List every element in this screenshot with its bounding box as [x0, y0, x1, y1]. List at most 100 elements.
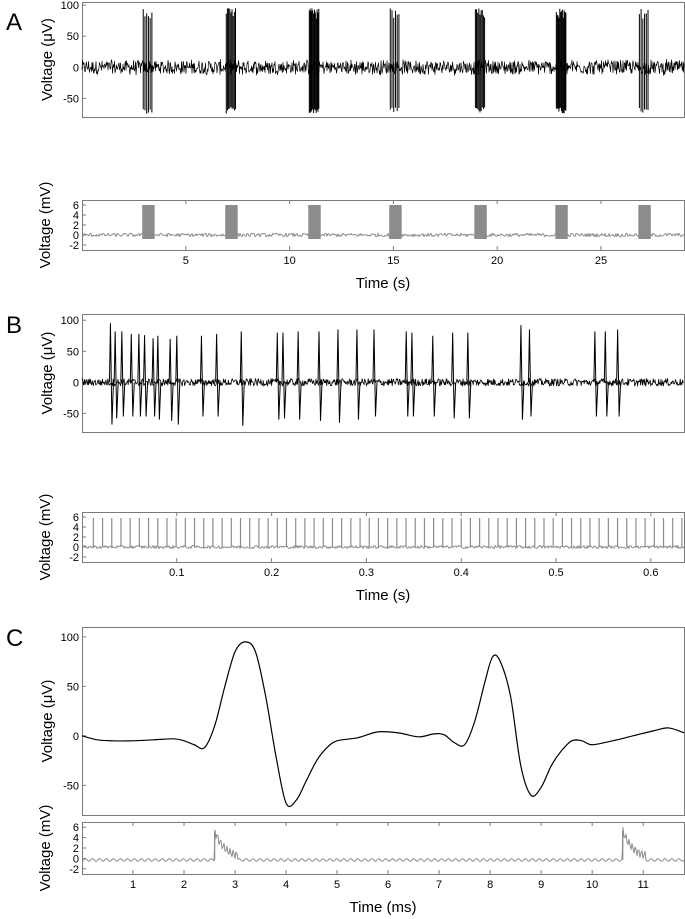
bottom-y-tick-label: -2 [69, 864, 79, 876]
x-tick-label: 5 [334, 879, 340, 891]
spike-mark [143, 335, 149, 417]
spike-waveform [81, 641, 685, 808]
top-y-tick-label: 50 [67, 31, 79, 43]
bottom-y-tick-label: 0 [73, 853, 79, 865]
x-tick-label: 0.3 [359, 567, 374, 579]
x-tick-label: 0.4 [454, 567, 469, 579]
panel-letter: C [6, 625, 23, 652]
panel-letter: B [6, 312, 22, 339]
spike-mark [616, 329, 622, 417]
spike-mark [431, 335, 437, 417]
spike-mark [120, 331, 126, 417]
x-tick-label: 7 [436, 879, 442, 891]
x-tick-label: 0.6 [643, 567, 658, 579]
x-tick-label: 10 [283, 255, 295, 267]
bottom-y-tick-label: -2 [69, 552, 79, 564]
top-y-tick-label: -50 [63, 408, 79, 420]
bottom-y-tick-label: 2 [73, 220, 79, 232]
top-y-tick-label: -50 [63, 780, 79, 792]
spike-mark [336, 329, 342, 423]
bottom-y-axis-label: Voltage (mV) [37, 805, 54, 892]
x-tick-label: 0.1 [169, 567, 184, 579]
bottom-plot-frame [82, 200, 685, 251]
spike-mark [527, 329, 533, 417]
x-tick-label: 1 [130, 879, 136, 891]
bottom-y-tick-label: 2 [73, 843, 79, 855]
bottom-y-tick-label: -2 [69, 240, 79, 252]
stimulus-baseline [81, 232, 685, 238]
noise-trace [81, 378, 684, 387]
spike-mark [156, 335, 162, 420]
x-tick-label: 15 [387, 255, 399, 267]
top-y-tick-label: 0 [73, 377, 79, 389]
top-y-tick-label: 100 [61, 0, 79, 12]
x-tick-label: 3 [232, 879, 238, 891]
top-y-tick-label: 100 [61, 632, 79, 644]
spike-mark [466, 332, 472, 419]
bottom-y-tick-label: 0 [73, 230, 79, 242]
spike-mark [410, 332, 416, 417]
top-y-tick-label: 100 [61, 315, 79, 327]
x-tick-label: 10 [586, 879, 598, 891]
spike-mark [215, 333, 221, 417]
panel-letter: A [6, 9, 22, 36]
x-tick-label: 2 [181, 879, 187, 891]
spike-mark [355, 329, 361, 420]
spike-mark [175, 335, 181, 425]
spike-mark [275, 332, 281, 420]
top-plot-frame [82, 2, 685, 118]
spike-mark [317, 331, 323, 421]
spike-mark [296, 331, 302, 420]
bottom-y-tick-label: 4 [73, 833, 79, 845]
spike-mark [199, 335, 205, 417]
x-axis-label: Time (s) [356, 587, 410, 604]
stimulus-pulse [308, 205, 321, 239]
x-tick-label: 11 [637, 879, 648, 891]
spike-mark [281, 332, 287, 419]
stimulus-pulse [225, 205, 238, 239]
top-y-axis-label: Voltage (μV) [39, 332, 56, 415]
spike-mark [137, 333, 143, 417]
x-axis-label: Time (s) [356, 275, 410, 292]
top-y-tick-label: 0 [73, 731, 79, 743]
x-axis-label: Time (ms) [350, 899, 417, 916]
top-y-tick-label: 50 [67, 346, 79, 358]
spike-mark [519, 325, 525, 420]
stimulus-pulse [389, 205, 402, 239]
stimulus-pulse [638, 205, 651, 239]
x-tick-label: 25 [595, 255, 607, 267]
stimulus-pulse [142, 205, 155, 239]
bottom-plot-frame [82, 822, 685, 875]
top-plot-frame [82, 627, 685, 816]
spike-mark [129, 333, 135, 417]
spike-mark [108, 323, 114, 425]
bottom-y-axis-label: Voltage (mV) [37, 182, 54, 269]
top-y-tick-label: 50 [67, 681, 79, 693]
bottom-y-tick-label: 6 [73, 512, 79, 524]
bottom-y-tick-label: 0 [73, 542, 79, 554]
bottom-y-tick-label: 4 [73, 522, 79, 534]
spike-mark [239, 331, 245, 426]
top-y-tick-label: 0 [73, 62, 79, 74]
spike-mark [603, 331, 609, 417]
bottom-y-tick-label: 6 [73, 200, 79, 212]
spike-mark [451, 332, 457, 419]
x-tick-label: 20 [491, 255, 503, 267]
spike-mark [593, 331, 599, 417]
x-tick-label: 6 [385, 879, 391, 891]
x-tick-label: 0.5 [548, 567, 563, 579]
spike-mark [404, 331, 410, 417]
top-y-axis-label: Voltage (μV) [39, 18, 56, 101]
x-tick-label: 0.2 [264, 567, 279, 579]
spike-mark [151, 338, 157, 417]
x-tick-label: 8 [487, 879, 493, 891]
stimulus-pulse [474, 205, 487, 239]
spike-mark [113, 331, 119, 419]
stimulus-trace [81, 827, 685, 862]
stimulus-pulse [555, 205, 568, 239]
spike-mark [372, 329, 378, 417]
